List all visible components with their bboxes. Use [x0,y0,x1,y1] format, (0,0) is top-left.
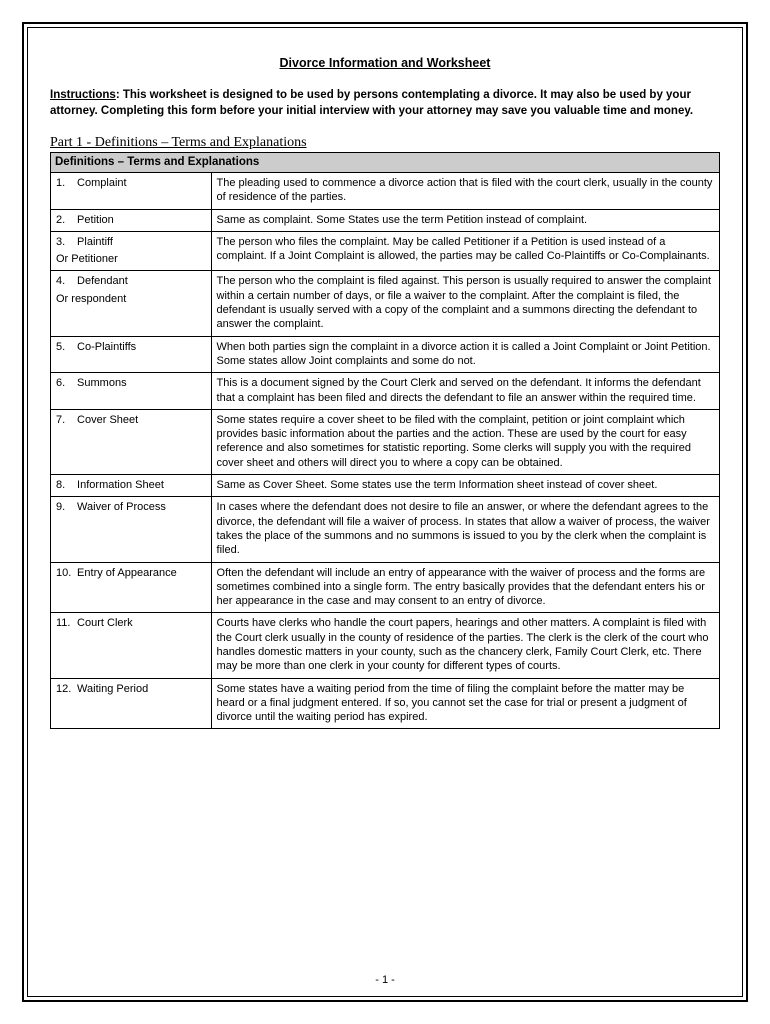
table-row: 2. PetitionSame as complaint. Some State… [51,209,720,231]
term-cell: 10. Entry of Appearance [51,562,212,613]
definition-cell: Often the defendant will include an entr… [211,562,719,613]
term-cell: 1. Complaint [51,172,212,209]
term-number: 11. [56,616,74,630]
term-cell: 3. Plaintiff Or Petitioner [51,231,212,271]
definition-cell: Same as Cover Sheet. Some states use the… [211,475,719,497]
part-heading: Part 1 - Definitions – Terms and Explana… [50,135,720,151]
term-cell: 7. Cover Sheet [51,409,212,474]
term-name: Defendant [74,275,128,287]
table-row: 9. Waiver of ProcessIn cases where the d… [51,497,720,562]
term-cell: 4. Defendant Or respondent [51,271,212,336]
term-number: 2. [56,213,74,227]
definition-cell: The person who files the complaint. May … [211,231,719,271]
table-header: Definitions – Terms and Explanations [51,153,720,173]
definition-cell: When both parties sign the complaint in … [211,336,719,373]
table-row: 4. Defendant Or respondent The person who … [51,271,720,336]
definition-cell: The pleading used to commence a divorce … [211,172,719,209]
term-number: 7. [56,413,74,427]
term-name: Information Sheet [74,479,164,491]
term-extra: Or Petitioner [56,252,206,266]
page-inner-frame: Divorce Information and Worksheet Instru… [27,27,743,997]
term-name: Court Clerk [74,617,133,629]
definition-cell: Some states have a waiting period from t… [211,678,719,729]
term-number: 10. [56,566,74,580]
term-cell: 2. Petition [51,209,212,231]
term-name: Plaintiff [74,236,113,248]
term-cell: 9. Waiver of Process [51,497,212,562]
table-row: 8. Information SheetSame as Cover Sheet.… [51,475,720,497]
term-name: Complaint [74,177,127,189]
table-row: 10. Entry of AppearanceOften the defenda… [51,562,720,613]
term-number: 3. [56,235,74,249]
table-row: 6. SummonsThis is a document signed by t… [51,373,720,410]
term-name: Co-Plaintiffs [74,341,136,353]
definition-cell: Same as complaint. Some States use the t… [211,209,719,231]
term-number: 8. [56,478,74,492]
term-name: Entry of Appearance [74,567,177,579]
table-row: 1. ComplaintThe pleading used to commenc… [51,172,720,209]
term-name: Cover Sheet [74,414,138,426]
term-cell: 8. Information Sheet [51,475,212,497]
term-name: Waiting Period [74,683,148,695]
term-extra: Or respondent [56,292,206,306]
term-name: Petition [74,214,114,226]
table-row: 3. Plaintiff Or Petitioner The person who … [51,231,720,271]
term-cell: 12. Waiting Period [51,678,212,729]
term-number: 1. [56,176,74,190]
instructions-label: Instructions [50,89,116,101]
definitions-table: Definitions – Terms and Explanations 1. … [50,152,720,729]
page-outer-frame: Divorce Information and Worksheet Instru… [22,22,748,1002]
definition-cell: Courts have clerks who handle the court … [211,613,719,678]
table-row: 7. Cover SheetSome states require a cove… [51,409,720,474]
term-number: 9. [56,500,74,514]
definition-cell: In cases where the defendant does not de… [211,497,719,562]
term-number: 5. [56,340,74,354]
table-row: 11. Court ClerkCourts have clerks who ha… [51,613,720,678]
term-number: 12. [56,682,74,696]
instructions-text: : This worksheet is designed to be used … [50,89,693,117]
term-name: Summons [74,377,127,389]
definition-cell: This is a document signed by the Court C… [211,373,719,410]
table-row: 5. Co-PlaintiffsWhen both parties sign t… [51,336,720,373]
instructions-block: Instructions: This worksheet is designed… [50,88,720,119]
term-cell: 5. Co-Plaintiffs [51,336,212,373]
term-name: Waiver of Process [74,501,166,513]
term-number: 4. [56,274,74,288]
definition-cell: Some states require a cover sheet to be … [211,409,719,474]
page-number: - 1 - [50,968,720,986]
term-cell: 6. Summons [51,373,212,410]
term-number: 6. [56,376,74,390]
term-cell: 11. Court Clerk [51,613,212,678]
definition-cell: The person who the complaint is filed ag… [211,271,719,336]
document-title: Divorce Information and Worksheet [50,56,720,70]
table-row: 12. Waiting PeriodSome states have a wai… [51,678,720,729]
